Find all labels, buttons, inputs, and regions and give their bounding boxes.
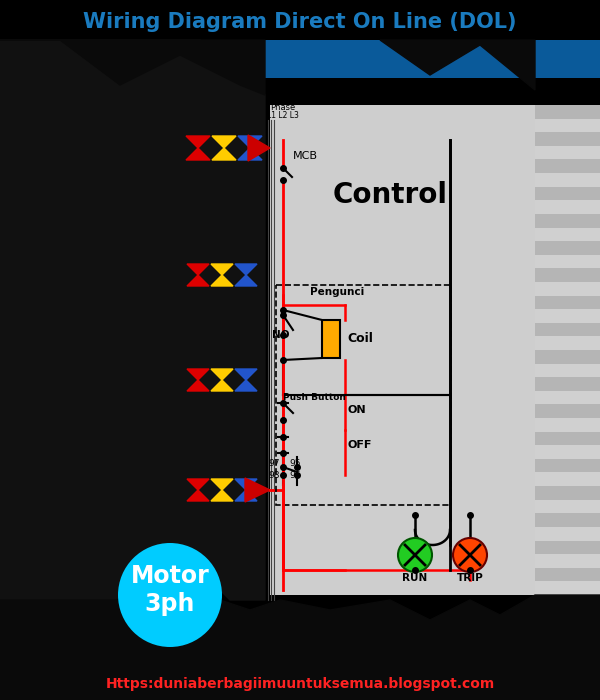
Text: OFF: OFF	[347, 440, 371, 450]
Circle shape	[398, 538, 432, 572]
Bar	[0, 40, 600, 78]
Bar	[535, 295, 600, 309]
Bar	[535, 268, 600, 282]
Circle shape	[118, 543, 222, 647]
Text: 97: 97	[268, 458, 280, 468]
Bar	[535, 459, 600, 473]
Bar	[276, 285, 451, 505]
Polygon shape	[212, 136, 236, 160]
Circle shape	[453, 538, 487, 572]
Polygon shape	[211, 479, 233, 501]
Text: Wiring Diagram Direct On Line (DOL): Wiring Diagram Direct On Line (DOL)	[83, 12, 517, 32]
Polygon shape	[0, 40, 265, 95]
Bar	[535, 187, 600, 200]
Text: RUN: RUN	[403, 573, 428, 583]
Polygon shape	[245, 478, 270, 502]
Bar	[535, 568, 600, 582]
Bar	[535, 132, 600, 146]
Bar	[535, 350, 600, 363]
Bar	[535, 595, 600, 608]
Bar	[535, 160, 600, 173]
Bar	[270, 105, 535, 595]
Polygon shape	[211, 369, 233, 391]
Bar	[535, 486, 600, 500]
Text: Https:duniaberbagiimuuntuksemua.blogspot.com: Https:duniaberbagiimuuntuksemua.blogspot…	[106, 677, 494, 691]
Text: Pengunci: Pengunci	[310, 287, 364, 297]
Polygon shape	[0, 595, 600, 700]
Text: 98: 98	[268, 470, 280, 480]
Polygon shape	[380, 40, 535, 90]
Text: Motor
3ph: Motor 3ph	[131, 564, 209, 616]
Polygon shape	[211, 264, 233, 286]
Bar	[322, 320, 340, 358]
Bar	[535, 540, 600, 554]
Bar	[535, 241, 600, 255]
Bar	[535, 214, 600, 228]
Bar	[535, 377, 600, 391]
Text: Push Button: Push Button	[283, 393, 346, 402]
Bar	[535, 105, 600, 595]
Polygon shape	[248, 135, 270, 161]
Text: TRIP: TRIP	[457, 573, 484, 583]
Text: 96: 96	[289, 470, 301, 480]
Bar	[535, 323, 600, 337]
Text: 95: 95	[289, 458, 301, 468]
Polygon shape	[235, 479, 257, 501]
Polygon shape	[187, 264, 209, 286]
Polygon shape	[0, 40, 265, 620]
Text: NO: NO	[272, 330, 290, 340]
Bar	[535, 513, 600, 527]
Bar	[535, 432, 600, 445]
Bar	[535, 105, 600, 118]
Text: Control: Control	[332, 181, 448, 209]
Polygon shape	[235, 264, 257, 286]
Text: Coil: Coil	[347, 332, 373, 346]
Text: ON: ON	[347, 405, 365, 415]
Polygon shape	[235, 369, 257, 391]
Polygon shape	[238, 136, 262, 160]
Text: MCB: MCB	[293, 151, 318, 161]
Bar	[535, 405, 600, 418]
Text: L1 L2 L3: L1 L2 L3	[267, 111, 299, 120]
Polygon shape	[187, 479, 209, 501]
Polygon shape	[186, 136, 210, 160]
Text: Phase: Phase	[271, 104, 296, 113]
Polygon shape	[187, 369, 209, 391]
